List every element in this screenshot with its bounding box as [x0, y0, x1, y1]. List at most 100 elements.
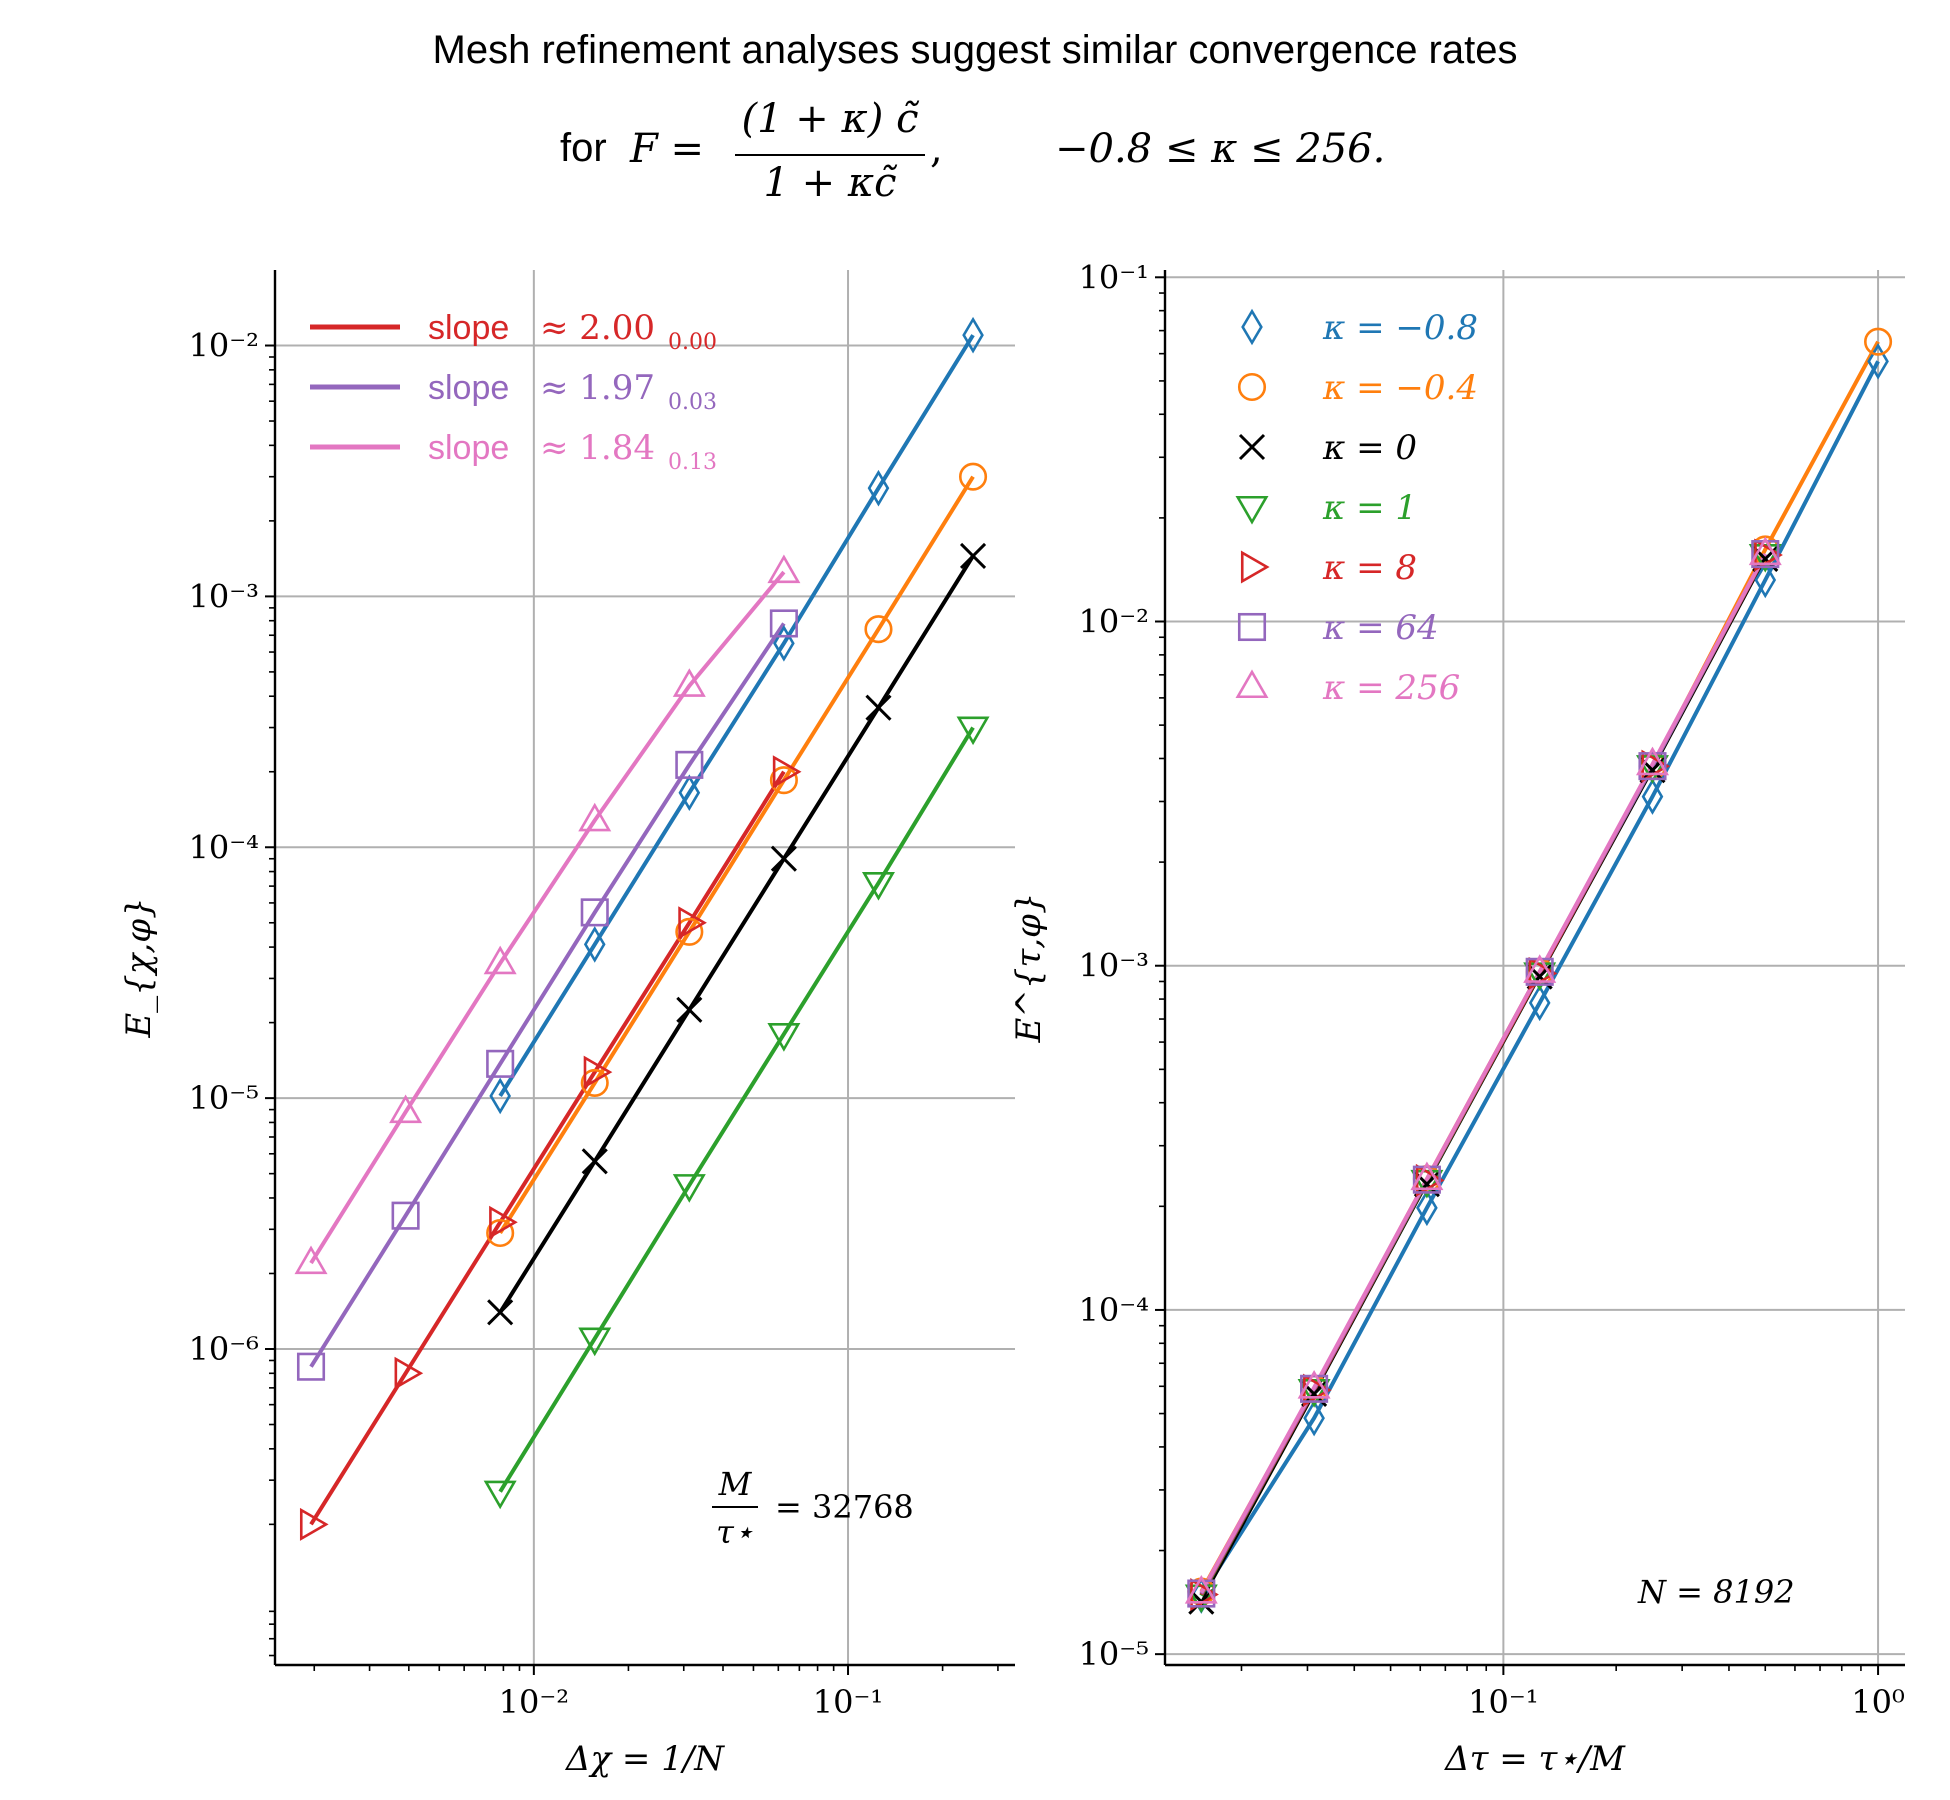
panel-2-series-0-point-2-shape	[1416, 1189, 1438, 1227]
title-comma: ,	[930, 126, 943, 172]
panel-1-legend-label-2: slope	[428, 429, 509, 467]
panel-1-series-1-point-4-shape	[864, 615, 893, 644]
title-for-word: for	[560, 126, 607, 170]
panel-1-series-1-point-2	[675, 917, 704, 946]
panel-1-series-0-point-2-shape	[678, 774, 701, 812]
panel-1-series-1-point-3	[769, 766, 798, 795]
panel-1-series-4-point-4	[678, 906, 707, 940]
panel-1-series-0-point-3-shape	[773, 625, 795, 662]
panel-1-annotation-denominator: τ⋆	[716, 1513, 754, 1551]
panel-2-series-0-point-5	[1754, 561, 1777, 599]
panel-1-series-2-point-3	[770, 845, 797, 872]
panel-1-y-tick-label-1: 10⁻⁵	[189, 1079, 259, 1117]
panel-1-series-6-point-1-shape	[389, 1094, 423, 1124]
panel-1-series-0-point-3	[773, 625, 795, 662]
panel-2-y-tick-label-3: 10⁻²	[1079, 603, 1149, 641]
panel-1-series-line-0	[498, 334, 975, 1098]
panel-1-series-2-point-0	[487, 1299, 514, 1326]
panel-1-series-4-point-3	[583, 1055, 613, 1089]
panel-1-x-tick-label-0: 10⁻²	[499, 1683, 569, 1721]
panel-1-series-2-point-1	[581, 1148, 608, 1175]
panel-1-series-0-point-0-shape	[489, 1077, 511, 1115]
panel-1-series-line-4	[309, 770, 786, 1526]
panel-2-series-0-point-6-shape	[1867, 343, 1889, 380]
panel-1-series-3-point-4-shape	[861, 871, 895, 901]
panel-1-series-2-point-3-shape	[770, 845, 797, 872]
panel-1-series-2-point-5	[959, 542, 987, 569]
panel-1-series-0-point-5-shape	[962, 316, 984, 354]
panel-2-legend-marker-1-shape	[1237, 372, 1267, 402]
panel-1-series-1-point-1	[580, 1068, 609, 1097]
panel-2-annotation-value: N = 8192	[1637, 1573, 1795, 1611]
panel-2-legend-marker-3-shape	[1235, 495, 1269, 525]
panel-2-legend-marker-6	[1235, 669, 1269, 699]
panel-2-series-1-point-6	[1864, 327, 1893, 356]
panel-1-series-1-point-1-shape	[580, 1068, 609, 1097]
panel-2-legend-label-6: κ = 256	[1322, 668, 1460, 708]
panel-1-series-4-point-2-shape	[489, 1205, 518, 1239]
title-range: −0.8 ≤ κ ≤ 256.	[1055, 126, 1386, 172]
panel-1-series-line-3	[498, 726, 975, 1493]
panel-1-series-3-point-0	[483, 1480, 517, 1510]
title-f-lhs: F =	[630, 126, 704, 172]
panel-2-legend-label-5: κ = 64	[1322, 608, 1439, 648]
panel-1-y-axis-label: E_{χ,φ}	[119, 897, 159, 1038]
panel-1-series-6-point-5	[767, 554, 801, 584]
panel-1-x-tick-label-1: 10⁻¹	[813, 1683, 883, 1721]
panel-1-series-line-1	[498, 475, 975, 1235]
panel-2-series-6-point-3	[1523, 954, 1557, 983]
title-fraction: (1 + κ) c̃ 1 + κc̃	[735, 96, 925, 216]
panel-2-series-6-point-5	[1748, 536, 1782, 566]
panel-2-y-axis-label: E^{τ,φ}	[1009, 893, 1049, 1044]
panel-1-series-4-point-5-shape	[772, 755, 802, 789]
panel-1-series-4-point-2	[489, 1205, 518, 1239]
panel-1-series-1-point-4	[864, 615, 893, 644]
panel-2-series-5-point-4-shape	[1638, 752, 1667, 781]
panel-1-series-2-point-4	[865, 694, 892, 721]
panel-2-series-6-point-2	[1410, 1161, 1444, 1191]
panel-1-series-2-point-5-shape	[959, 542, 987, 569]
panel-1-series-1-point-5	[958, 462, 988, 491]
panel-2-series-0-point-6	[1867, 343, 1889, 380]
panel-2-legend-marker-1	[1237, 372, 1267, 402]
panel-1-series-4-point-4-shape	[678, 906, 707, 940]
panel-2-legend-marker-2-shape	[1238, 433, 1266, 461]
panel-2-series-0-point-5-shape	[1754, 561, 1777, 599]
panel-1-annotation-numerator: M	[718, 1465, 753, 1503]
panel-2-legend-marker-5	[1237, 612, 1267, 642]
panel-1-series-line-2	[498, 554, 975, 1314]
panel-2-legend-marker-0	[1241, 308, 1263, 346]
panel-1-legend-label-0: slope	[428, 309, 509, 347]
panel-1-series-1-point-5-shape	[958, 462, 988, 491]
panel-1-series-3-point-5	[956, 716, 990, 746]
panel-1-series-3-point-2	[672, 1174, 706, 1203]
panel-2-legend-label-0: κ = −0.8	[1322, 308, 1478, 348]
panel-1-series-6-point-0-shape	[294, 1245, 328, 1275]
panel-2-legend-marker-0-shape	[1241, 308, 1263, 346]
panel-2-x-tick-label-1: 10⁰	[1851, 1683, 1905, 1721]
panel-1-series-4-point-5	[772, 755, 802, 789]
panel-2-legend-label-1: κ = −0.4	[1322, 368, 1478, 408]
panel-1-series-6-point-4	[672, 668, 706, 697]
panel-2-series-line-6	[1199, 553, 1768, 1594]
panel-2-series-5-point-4	[1638, 752, 1667, 781]
panel-1-y-tick-label-4: 10⁻²	[189, 327, 259, 365]
panel-1-series-2-point-2-shape	[676, 996, 703, 1023]
panel-1-series-3-point-1	[578, 1327, 612, 1357]
panel-2-x-axis-label: Δτ = τ⋆/M	[1443, 1739, 1626, 1779]
panel-2-series-6-point-4-shape	[1635, 746, 1669, 776]
panel-2-series-0-point-1	[1303, 1399, 1325, 1437]
panel-1-series-5-point-3	[580, 898, 609, 927]
panel-1-series-6-point-2	[483, 945, 517, 975]
title-fraction-bar	[735, 154, 925, 156]
panel-2-series-6-point-4	[1635, 746, 1669, 776]
title-fraction-numerator: (1 + κ) c̃	[741, 96, 919, 142]
panel-1-series-6-point-5-shape	[767, 554, 801, 584]
panel-2-legend-label-4: κ = 8	[1322, 548, 1417, 588]
panel-2-legend-marker-2	[1238, 433, 1266, 461]
panel-1-series-2-point-0-shape	[487, 1299, 514, 1326]
panel-1-series-4-point-3-shape	[583, 1055, 613, 1089]
panel-2-series-line-0	[1199, 360, 1880, 1597]
panel-2-series-5-point-1	[1300, 1374, 1329, 1403]
